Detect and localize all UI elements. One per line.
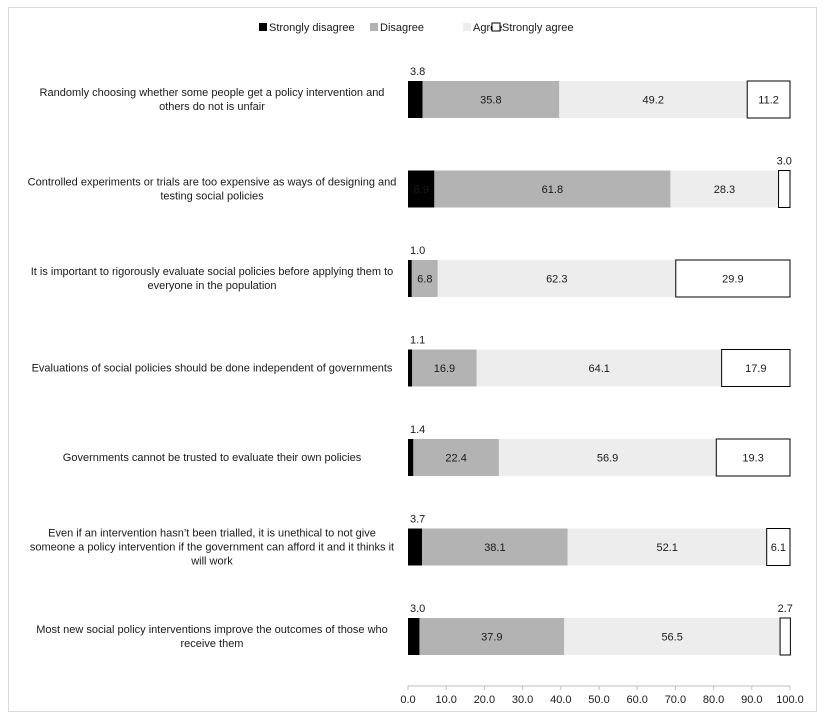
bar-2-3 — [675, 259, 791, 298]
bar-0-2 — [559, 81, 748, 118]
bar-1-1 — [434, 170, 671, 208]
value-label-3-2: 64.1 — [588, 363, 609, 375]
value-label-0-2: 49.2 — [643, 95, 664, 107]
bar-4-3 — [715, 438, 791, 477]
legend-swatch-0 — [259, 23, 267, 31]
bar-4-2 — [498, 439, 717, 476]
value-label-2-3: 29.9 — [722, 274, 743, 286]
value-label-1-0: 6.9 — [414, 184, 429, 196]
bar-6-2 — [564, 618, 781, 655]
value-label-5-1: 38.1 — [484, 542, 505, 554]
value-label-4-2: 56.9 — [597, 453, 618, 465]
bar-2-2 — [437, 260, 676, 297]
value-label-0-0: 3.8 — [410, 66, 425, 78]
value-label-0-1: 35.8 — [480, 95, 501, 107]
bar-1-2 — [670, 170, 779, 208]
x-axis: 0.0 10.0 20.0 30.0 40.0 50.0 60.0 70.0 80.0 90.0 1… — [400, 685, 804, 706]
legend-swatch-2 — [463, 23, 471, 31]
x-tick-label-10: 100.0 — [776, 694, 804, 706]
bar-0-3 — [746, 80, 791, 119]
category-labels: Randomly choosing whether some people ge… — [28, 87, 397, 650]
x-tick-label-6: 60.0 — [626, 694, 647, 706]
category-label-0-line-0: Randomly choosing whether some people ge… — [40, 87, 385, 99]
legend: Strongly disagree Disagree Agree Strongly a… — [259, 22, 574, 34]
bars: 3.8 35.8 49.2 11.2 6.9 61.8 28.3 3.0 1.0 6.8 62.3 2… — [408, 66, 793, 656]
value-label-4-1: 22.4 — [445, 453, 466, 465]
category-label-2-line-1: everyone in the population — [147, 280, 276, 292]
x-tick-label-8: 80.0 — [703, 694, 724, 706]
x-tick-label-5: 50.0 — [588, 694, 609, 706]
bar-0-0 — [408, 81, 423, 118]
value-label-1-1: 61.8 — [542, 184, 563, 196]
bar-6-1 — [419, 618, 565, 655]
category-label-6-line-1: receive them — [181, 638, 244, 650]
legend-label-0: Strongly disagree — [269, 22, 355, 34]
bar-0-1 — [422, 81, 560, 118]
category-label-5-line-0: Even if an intervention hasn’t been tria… — [48, 528, 376, 540]
x-tick-label-9: 90.0 — [741, 694, 762, 706]
bar-3-0 — [408, 349, 413, 387]
category-label-2-line-0: It is important to rigorously evaluate s… — [31, 266, 394, 278]
bar-3-1 — [412, 349, 477, 387]
bar-4-0 — [408, 439, 414, 476]
bar-2-1 — [411, 260, 438, 297]
category-label-1-line-0: Controlled experiments or trials are too… — [28, 177, 397, 189]
value-label-6-1: 37.9 — [481, 632, 502, 644]
bar-1-0 — [408, 170, 435, 208]
legend-swatch-3 — [491, 22, 501, 32]
x-tick-label-3: 30.0 — [512, 694, 533, 706]
value-label-1-3: 3.0 — [777, 156, 792, 168]
value-label-3-3: 17.9 — [745, 363, 766, 375]
legend-swatch-1 — [370, 23, 378, 31]
category-label-3-line-0: Evaluations of social policies should be… — [32, 363, 393, 375]
bar-1-3 — [778, 170, 791, 208]
legend-label-3: Strongly agree — [502, 22, 574, 34]
bar-5-0 — [408, 528, 423, 566]
value-label-2-2: 62.3 — [546, 274, 567, 286]
category-label-6-line-0: Most new social policy interventions imp… — [36, 624, 388, 636]
bar-5-2 — [567, 528, 767, 566]
x-tick-label-2: 20.0 — [474, 694, 495, 706]
value-label-5-2: 52.1 — [656, 542, 677, 554]
bar-6-0 — [408, 618, 420, 655]
bar-5-1 — [422, 528, 568, 566]
bar-2-0 — [408, 260, 412, 297]
value-label-3-1: 16.9 — [434, 363, 455, 375]
value-label-0-3: 11.2 — [758, 95, 779, 107]
value-label-6-2: 56.5 — [661, 632, 682, 644]
value-label-4-0: 1.4 — [410, 424, 425, 436]
category-label-5-line-1: someone a policy intervention if the gov… — [30, 542, 394, 554]
x-tick-label-7: 70.0 — [665, 694, 686, 706]
value-label-2-1: 6.8 — [417, 274, 432, 286]
bar-6-3 — [779, 617, 791, 656]
x-tick-label-1: 10.0 — [435, 694, 456, 706]
bar-3-3 — [721, 349, 791, 387]
bar-3-2 — [476, 349, 722, 387]
value-label-6-0: 3.0 — [410, 603, 425, 615]
value-label-3-0: 1.1 — [410, 335, 425, 347]
bar-5-3 — [766, 528, 791, 566]
category-label-0-line-1: others do not is unfair — [159, 101, 265, 113]
category-label-1-line-1: testing social policies — [160, 191, 264, 203]
x-tick-label-0: 0.0 — [400, 694, 415, 706]
value-label-4-3: 19.3 — [742, 453, 763, 465]
category-label-5-line-2: will work — [190, 556, 233, 568]
x-tick-label-4: 40.0 — [550, 694, 571, 706]
bar-4-1 — [413, 439, 499, 476]
category-label-4-line-0: Governments cannot be trusted to evaluat… — [63, 452, 362, 464]
value-label-2-0: 1.0 — [410, 245, 425, 257]
value-label-6-3: 2.7 — [778, 603, 793, 615]
value-label-5-3: 6.1 — [771, 542, 786, 554]
value-label-5-0: 3.7 — [410, 514, 425, 526]
legend-label-1: Disagree — [380, 22, 424, 34]
value-label-1-2: 28.3 — [714, 184, 735, 196]
